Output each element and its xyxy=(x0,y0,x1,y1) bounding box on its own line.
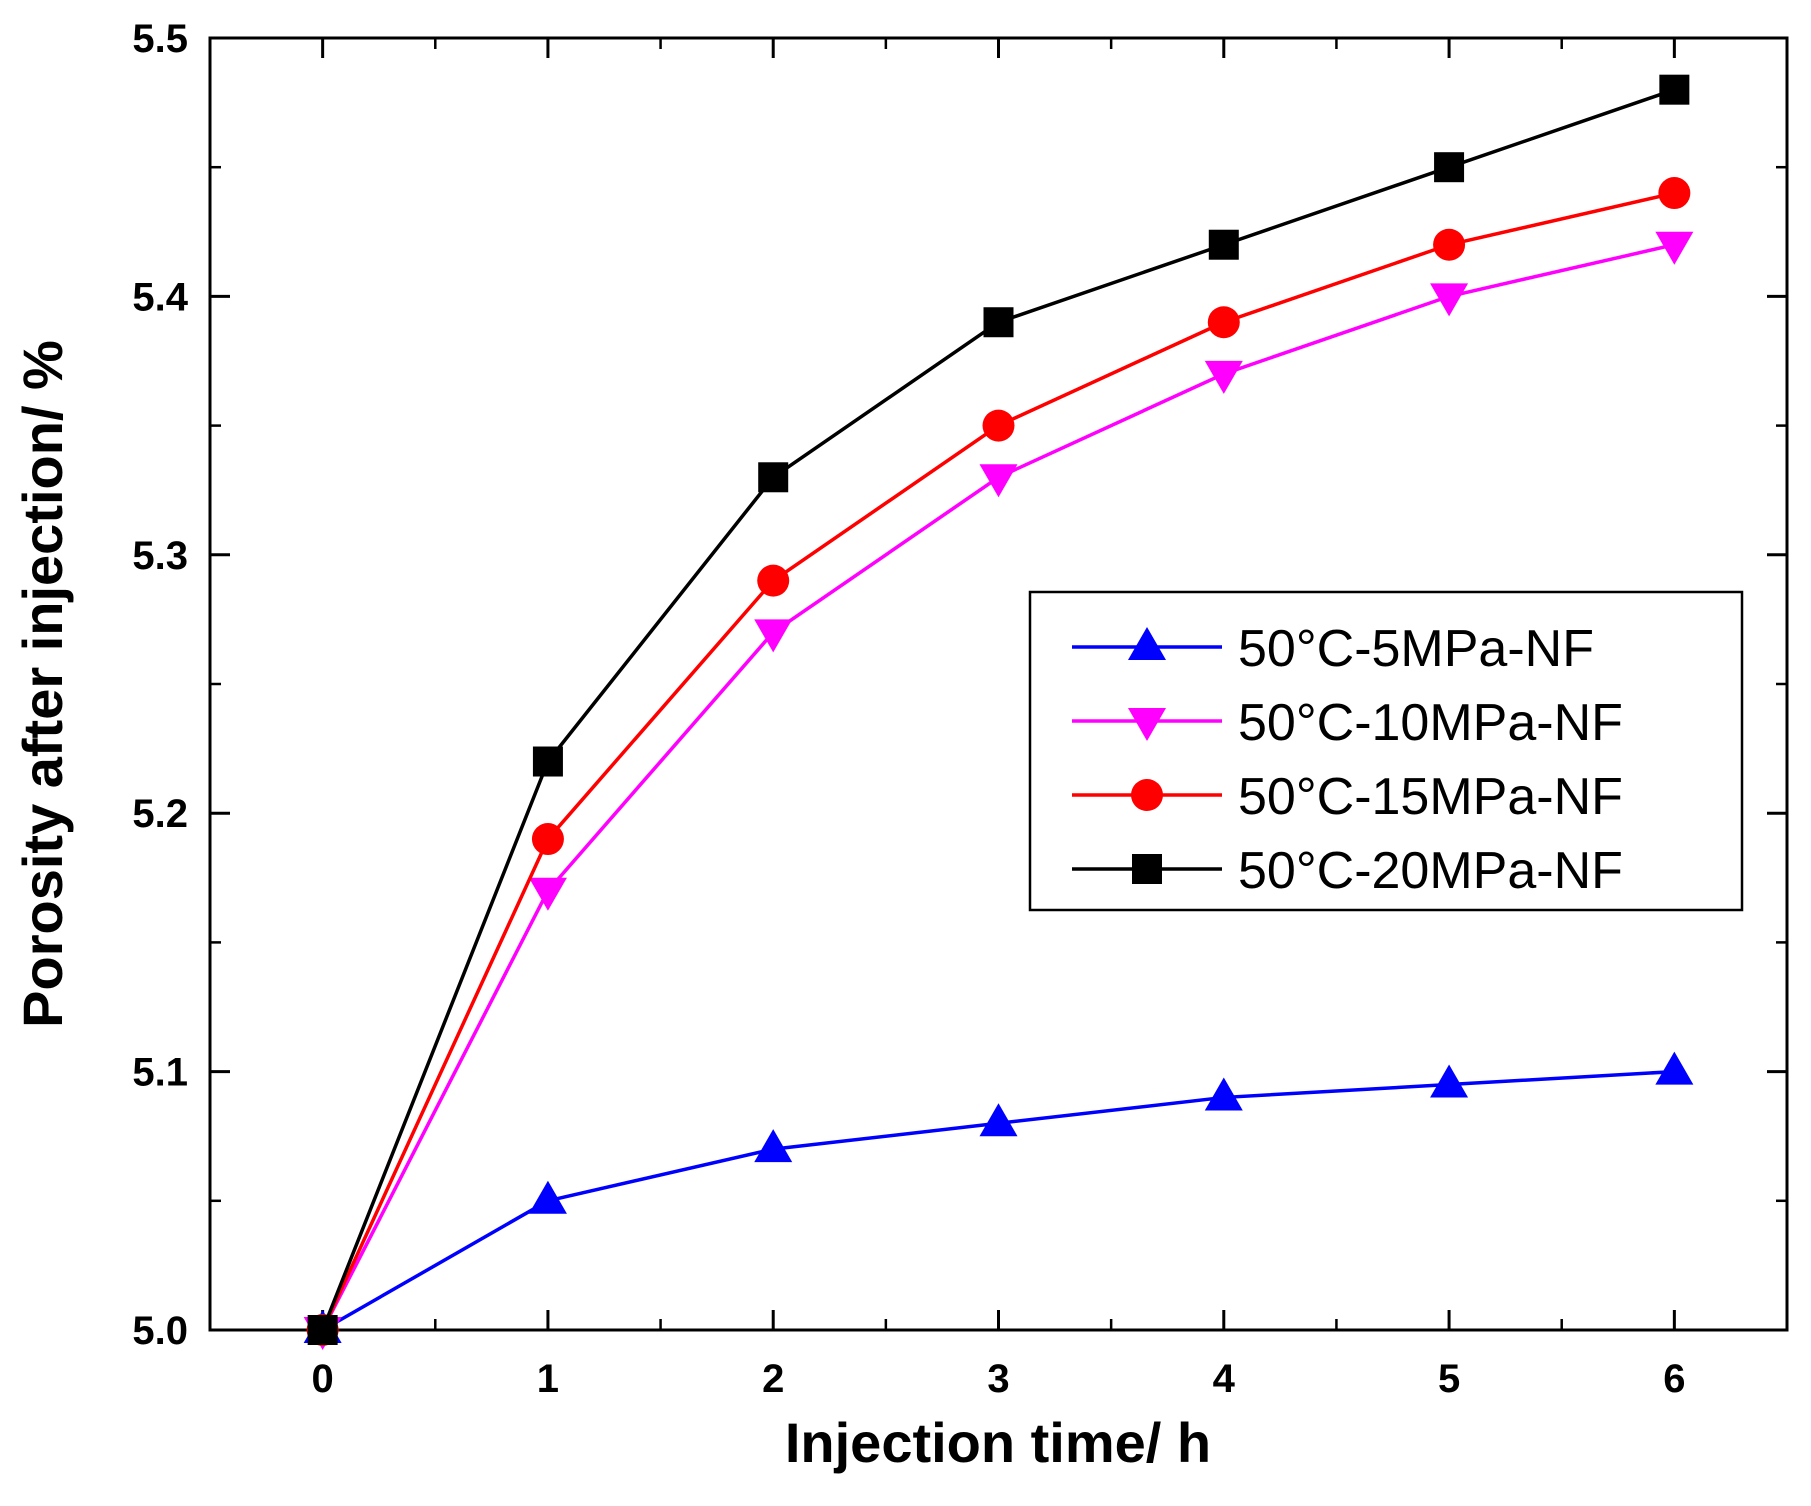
legend-item: 50°C-15MPa-NF xyxy=(1072,768,1623,826)
data-point xyxy=(1659,74,1690,105)
data-point xyxy=(754,1129,793,1163)
data-point xyxy=(1207,306,1240,339)
legend-label: 50°C-20MPa-NF xyxy=(1238,842,1623,900)
data-point xyxy=(307,1315,338,1345)
data-point xyxy=(757,564,790,597)
legend-label: 50°C-5MPa-NF xyxy=(1238,620,1594,678)
y-tick-label: 5.2 xyxy=(132,792,188,836)
legend-item: 50°C-20MPa-NF xyxy=(1072,842,1623,900)
data-point xyxy=(979,1103,1018,1137)
legend-item: 50°C-10MPa-NF xyxy=(1072,694,1623,752)
y-tick-label: 5.5 xyxy=(132,17,188,61)
x-tick-label: 3 xyxy=(987,1357,1009,1401)
series-4 xyxy=(307,74,1690,1345)
legend-item: 50°C-5MPa-NF xyxy=(1072,620,1594,678)
data-point xyxy=(758,462,789,493)
x-tick-label: 1 xyxy=(537,1357,559,1401)
data-point xyxy=(983,307,1014,338)
axes-layer: 0 1 2 3 4 5 6 5.0 5.1 5.2 5.3 5.4 5.5 xyxy=(132,17,1789,1401)
legend-marker xyxy=(1131,779,1163,811)
data-point xyxy=(979,464,1018,498)
data-point xyxy=(1204,360,1243,394)
data-point xyxy=(1430,283,1469,317)
x-tick-label: 5 xyxy=(1438,1357,1460,1401)
data-point xyxy=(1434,152,1465,183)
x-tick-label: 4 xyxy=(1213,1357,1236,1401)
legend-marker xyxy=(1132,854,1162,884)
data-point xyxy=(532,746,563,777)
legend: 50°C-5MPa-NF 50°C-10MPa-NF 50°C-15MPa-NF 50… xyxy=(1028,590,1744,912)
y-tick-label: 5.0 xyxy=(132,1309,188,1353)
data-point xyxy=(528,877,567,911)
data-point xyxy=(1655,1051,1694,1085)
y-tick-label: 5.1 xyxy=(132,1051,188,1095)
data-point xyxy=(1433,228,1466,261)
x-tick-label: 6 xyxy=(1663,1357,1685,1401)
series-layer xyxy=(303,74,1694,1350)
x-axis-title: Injection time/ h xyxy=(785,1411,1211,1474)
y-tick-label: 5.4 xyxy=(132,275,188,319)
data-point xyxy=(1204,1077,1243,1111)
data-point xyxy=(1430,1064,1469,1098)
y-tick-label: 5.3 xyxy=(132,534,188,578)
data-point xyxy=(531,823,564,856)
data-point xyxy=(754,619,793,653)
x-tick-label: 0 xyxy=(312,1357,334,1401)
data-point xyxy=(528,1180,567,1214)
x-tick-label: 2 xyxy=(762,1357,784,1401)
legend-marker xyxy=(1128,708,1166,741)
data-point xyxy=(1655,231,1694,265)
data-point xyxy=(982,409,1015,442)
data-point xyxy=(1658,177,1691,210)
legend-marker xyxy=(1128,627,1166,660)
legend-label: 50°C-15MPa-NF xyxy=(1238,768,1623,826)
data-point xyxy=(1208,229,1239,260)
y-axis-title: Porosity after injection/ % xyxy=(11,340,74,1028)
legend-label: 50°C-10MPa-NF xyxy=(1238,694,1623,752)
